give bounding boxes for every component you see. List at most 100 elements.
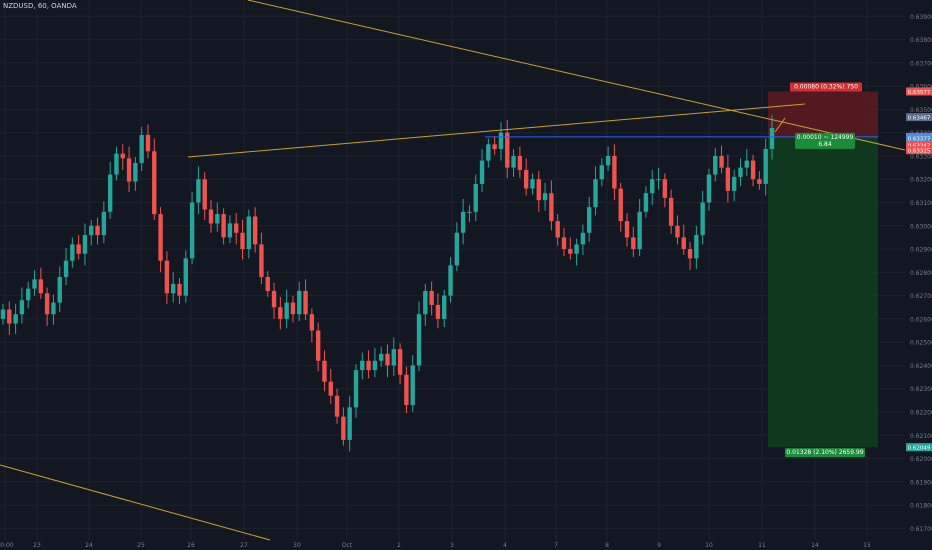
- x-tick-label: 24: [85, 542, 93, 549]
- x-tick-label: 15: [863, 542, 871, 549]
- candle-body: [612, 155, 617, 189]
- candle-body: [315, 330, 321, 361]
- descending-trendline: [247, 0, 906, 151]
- candles: [0, 115, 775, 452]
- x-tick-label: 30: [293, 542, 301, 549]
- candle-body: [675, 225, 680, 238]
- candle-body: [101, 211, 107, 236]
- candle-body: [265, 276, 270, 291]
- candle-body: [561, 237, 567, 250]
- candle-body: [536, 179, 541, 201]
- symbol-title: NZDUSD, 60, OANDA: [3, 2, 77, 10]
- candle-body: [397, 349, 403, 375]
- candle-body: [164, 260, 170, 294]
- candle-body: [492, 144, 497, 149]
- candle-body: [568, 249, 573, 254]
- candle-body: [486, 144, 491, 161]
- price-marker: [906, 113, 932, 122]
- candle-body: [133, 162, 138, 182]
- x-tick-label: 3: [450, 542, 454, 549]
- candle-body: [404, 374, 409, 405]
- candle-body: [637, 211, 642, 250]
- candle-body: [423, 290, 428, 315]
- candle-body: [271, 290, 277, 308]
- take-profit-zone: [768, 136, 878, 448]
- stop-loss-zone: [768, 91, 878, 137]
- candle-body: [517, 155, 523, 170]
- candle-body: [215, 214, 220, 224]
- stop-label-box: [790, 82, 862, 92]
- price-marker: [906, 134, 932, 143]
- x-tick-label: 27: [240, 542, 248, 549]
- candle-body: [341, 416, 346, 440]
- candle-body: [574, 244, 579, 254]
- price-marker-label: 0.63467: [908, 115, 931, 121]
- candle-body: [605, 155, 611, 166]
- candle-body: [681, 237, 686, 250]
- candle-body: [618, 188, 623, 222]
- candle-body: [479, 160, 485, 184]
- candle-body: [246, 216, 252, 250]
- price-marker-label: 0.63377: [908, 136, 931, 142]
- candle-body: [668, 197, 674, 226]
- candle-body: [278, 307, 283, 319]
- candle-body: [416, 314, 422, 366]
- ascending-trendline: [187, 103, 806, 158]
- candle-body: [353, 370, 359, 408]
- candle-body: [322, 360, 327, 382]
- candle-body: [189, 202, 195, 259]
- candle-body: [177, 283, 182, 296]
- candle-body: [731, 176, 737, 191]
- x-tick-label: 26: [187, 542, 195, 549]
- candle-body: [385, 353, 390, 366]
- small-trendline: [774, 117, 786, 133]
- candle-body: [460, 211, 466, 233]
- candle-body: [366, 360, 371, 371]
- candle-body: [82, 235, 88, 254]
- candle-body: [120, 153, 125, 159]
- x-tick-label: 9: [657, 542, 661, 549]
- candle-body: [89, 225, 94, 236]
- candle-body: [442, 295, 447, 319]
- candle-body: [750, 160, 756, 180]
- candle-body: [259, 244, 264, 277]
- candle-body: [252, 216, 258, 245]
- candle-body: [95, 225, 100, 236]
- candle-body: [599, 165, 605, 180]
- candle-body: [643, 193, 649, 212]
- candle-body: [196, 179, 201, 203]
- entry-label-text: 0.00010 ~ 124999: [797, 134, 854, 141]
- x-tick-label: Oct: [342, 542, 353, 549]
- candle-body: [158, 214, 163, 261]
- candle-body: [555, 221, 560, 238]
- candle-body: [7, 309, 12, 324]
- candle-body: [687, 249, 693, 259]
- x-tick-label: 00:00: [0, 542, 14, 549]
- candle-body: [152, 151, 157, 215]
- candle-body: [391, 349, 397, 366]
- x-tick-label: 14: [811, 542, 819, 549]
- candle-body: [662, 179, 668, 198]
- candle-body: [297, 290, 302, 315]
- candle-body: [202, 179, 207, 210]
- grid-lines: [0, 0, 905, 540]
- candle-body: [303, 290, 308, 315]
- candle-body: [227, 223, 233, 238]
- candle-body: [549, 193, 554, 222]
- candle-body: [738, 167, 743, 177]
- candle-body: [435, 304, 441, 319]
- position-zones: [768, 91, 878, 448]
- candle-body: [763, 148, 768, 184]
- stop-label-text: 0.00080 (0.32%) 750: [794, 83, 858, 90]
